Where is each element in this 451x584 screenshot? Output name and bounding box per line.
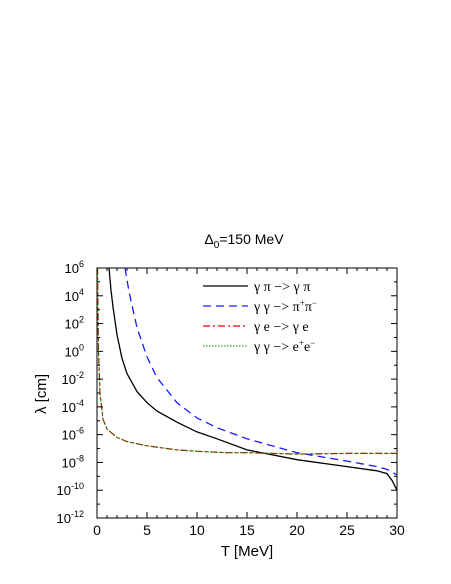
y-tick-label: 10-8 xyxy=(62,453,84,470)
x-tick-label: 25 xyxy=(339,522,355,538)
series-line-1 xyxy=(108,268,397,491)
series-line-3 xyxy=(97,268,397,455)
chart-title: Δ0=150 MeV xyxy=(204,231,284,251)
y-tick-label: 10-2 xyxy=(62,370,84,387)
x-tick-label: 5 xyxy=(143,522,151,538)
x-tick-label: 0 xyxy=(93,522,101,538)
y-tick-label: 10-4 xyxy=(62,398,84,415)
legend-label-2: γ γ −> π+π− xyxy=(253,298,317,315)
x-tick-label: 20 xyxy=(289,522,305,538)
y-tick-label: 10-10 xyxy=(57,481,84,498)
series-line-4 xyxy=(97,268,397,455)
y-tick-label: 10-12 xyxy=(57,509,84,526)
legend-label-3: γ e −> γ e xyxy=(253,320,309,335)
y-tick-label: 104 xyxy=(65,287,84,304)
y-tick-label: 102 xyxy=(65,315,84,332)
legend-label-4: γ γ −> e+e− xyxy=(253,338,315,355)
x-axis-label: T [MeV] xyxy=(221,543,273,560)
x-tick-label: 10 xyxy=(189,522,205,538)
legend-label-1: γ π −> γ π xyxy=(253,280,310,295)
x-tick-label: 30 xyxy=(389,522,405,538)
series-line-2 xyxy=(124,268,397,476)
y-tick-label: 10-6 xyxy=(62,426,84,443)
y-tick-label: 100 xyxy=(65,342,84,359)
x-tick-label: 15 xyxy=(239,522,255,538)
y-tick-label: 106 xyxy=(65,259,84,276)
y-axis-label: λ [cm] xyxy=(33,374,50,414)
